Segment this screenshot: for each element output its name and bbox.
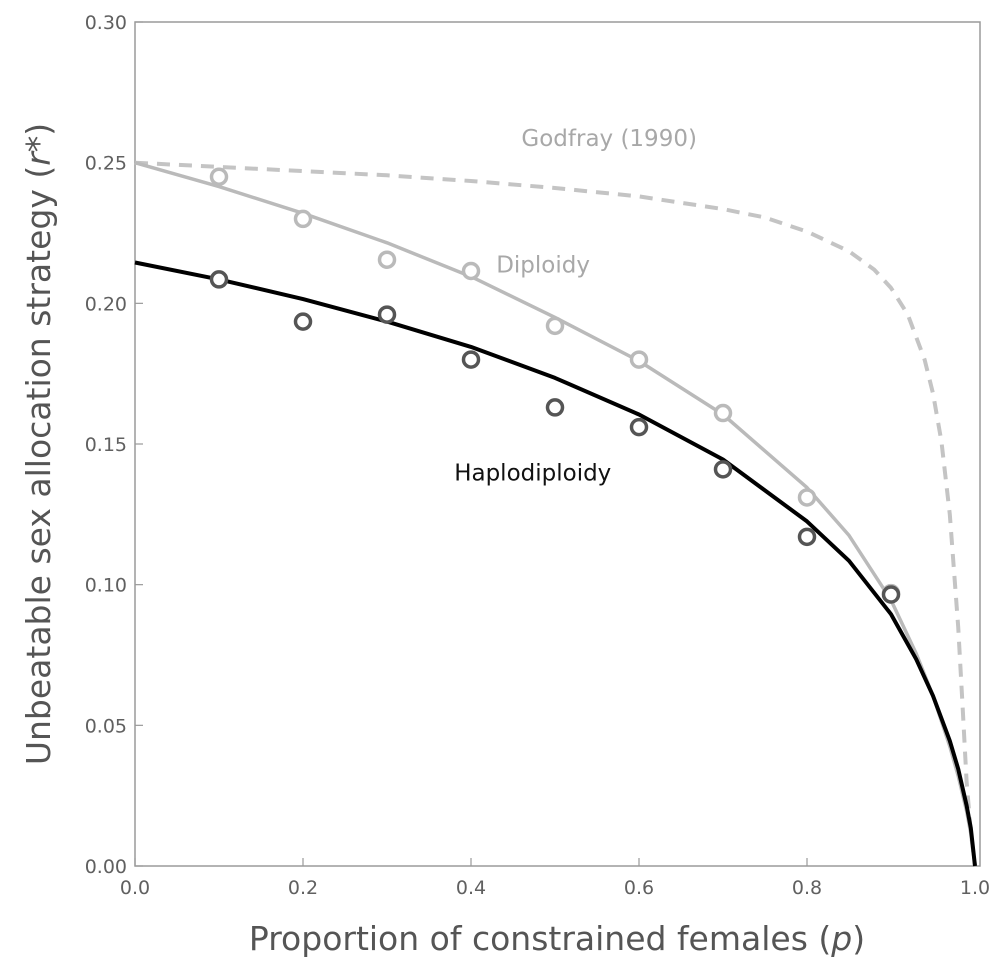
haplodiploidy-sim-point — [293, 312, 313, 331]
annotations: Godfray (1990) Diploidy Haplodiploidy — [454, 126, 697, 487]
annotation-label: Haplodiploidy — [454, 461, 611, 487]
diploidy-sim-point — [209, 167, 229, 186]
diploidy-sim-point — [713, 403, 733, 423]
haplodiploidy-sim-point — [713, 460, 733, 479]
x-tick-label: 0.0 — [120, 877, 150, 899]
annotation-label: Godfray (1990) — [521, 126, 697, 152]
y-tick-label: 0.00 — [85, 856, 127, 878]
diploidy-sim-point — [545, 316, 565, 336]
diploidy-sim-point — [461, 261, 481, 281]
axis-ticks: 0.0 0.2 0.4 0.6 0.8 1.0 0.00 0.05 0.10 0.15 0.20 0.… — [85, 12, 990, 899]
y-tick-label: 0.25 — [85, 153, 127, 175]
haplodiploidy-sim-point — [545, 398, 565, 417]
y-tick-label: 0.15 — [85, 434, 127, 456]
x-tick-label: 0.2 — [288, 877, 318, 899]
haplodiploidy-sim-point — [797, 527, 817, 547]
annotation-label: Diploidy — [496, 252, 590, 278]
series-lines — [134, 160, 977, 867]
y-tick-label: 0.05 — [85, 715, 127, 737]
x-tick-label: 1.0 — [960, 877, 990, 899]
haplodiploidy-line — [134, 260, 977, 867]
haplodiploidy-sim-point — [377, 305, 397, 324]
diploidy-sim-point — [377, 250, 397, 269]
y-axis-title: Unbeatable sex allocation strategy (r*) — [19, 123, 58, 765]
x-tick-label: 0.4 — [456, 877, 486, 899]
godfray-line — [134, 160, 977, 867]
diploidy-sim-point — [629, 350, 649, 369]
haplodiploidy-sim-point — [629, 417, 649, 437]
y-tick-label: 0.30 — [85, 12, 127, 34]
diploidy-sim-point — [293, 209, 313, 229]
diploidy-sim-point — [797, 488, 817, 507]
haplodiploidy-sim-point — [461, 350, 481, 369]
x-tick-label: 0.8 — [792, 877, 822, 899]
x-axis-title: Proportion of constrained females (p) — [249, 919, 865, 958]
x-tick-label: 0.6 — [624, 877, 654, 899]
y-tick-label: 0.20 — [85, 293, 127, 315]
series-points — [209, 167, 901, 604]
haplodiploidy-sim-point — [209, 270, 229, 289]
haplodiploidy-sim-point — [881, 585, 901, 604]
y-tick-label: 0.10 — [85, 575, 127, 597]
